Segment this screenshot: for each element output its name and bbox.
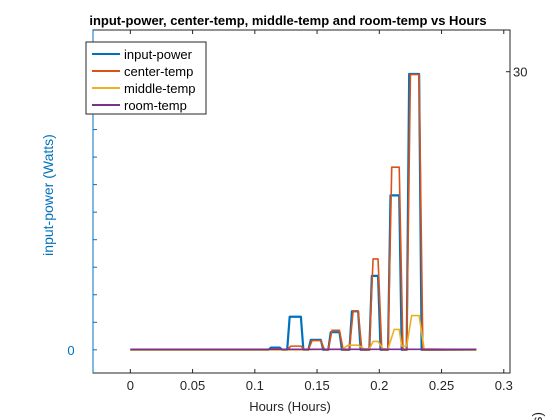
legend: input-power center-temp middle-temp room-te… (85, 41, 207, 115)
left-y-tick-label: 0 (67, 343, 74, 358)
legend-label: center-temp (124, 64, 193, 79)
series-layer (130, 72, 477, 351)
legend-label: input-power (124, 47, 193, 62)
x-tick-label: 0.1 (246, 378, 264, 393)
left-y-axis-label: input-power (Watts) (40, 134, 56, 256)
x-tick-label: 0 (127, 378, 134, 393)
x-tick-label: 0.15 (304, 378, 329, 393)
right-y-axis-label: center-temp (Celsius) middle-temp (Celsi… (529, 412, 545, 420)
x-tick-label: 0.2 (370, 378, 388, 393)
x-axis-label: Hours (Hours) (249, 399, 331, 414)
x-axis-ticks: 0 0.05 0.1 0.15 0.2 0.25 0.3 (127, 30, 513, 393)
right-y-axis-ticks: 30 (506, 30, 527, 373)
legend-label: middle-temp (124, 81, 196, 96)
legend-label: room-temp (124, 98, 187, 113)
chart-title: input-power, center-temp, middle-temp an… (89, 13, 486, 28)
right-y-tick-label: 30 (513, 65, 527, 80)
x-tick-label: 0.25 (429, 378, 454, 393)
x-tick-label: 0.3 (495, 378, 513, 393)
x-tick-label: 0.05 (180, 378, 205, 393)
